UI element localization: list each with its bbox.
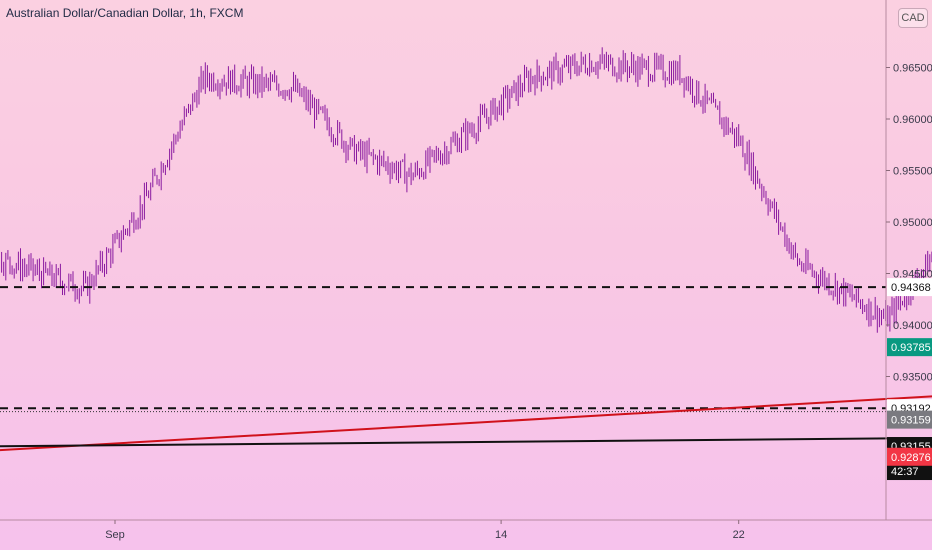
price-tick-label: 0.93500 xyxy=(893,372,932,384)
tag-low-text: 0.92876 xyxy=(891,452,931,464)
tag-target-bg xyxy=(887,338,932,357)
price-tick-label: 0.96000 xyxy=(893,114,932,126)
tag-current-bg xyxy=(887,410,932,429)
currency-button[interactable]: CAD xyxy=(898,8,928,28)
trendlines xyxy=(0,395,932,452)
price-tick-label: 0.95000 xyxy=(893,217,932,229)
tag-target: 0.93785 xyxy=(887,338,932,357)
price-tags: 0.943680.937850.931920.931590.9315542:37… xyxy=(887,278,932,481)
red-trendline xyxy=(0,395,932,452)
price-tick-label: 0.95500 xyxy=(893,166,932,178)
candle-series xyxy=(1,47,932,333)
price-tick-label: 0.96500 xyxy=(893,63,932,75)
tag-low-bg xyxy=(887,447,932,466)
tag-countdown-text: 42:37 xyxy=(891,466,919,478)
tag-level-upper: 0.94368 xyxy=(887,278,932,297)
chart-title: Australian Dollar/Canadian Dollar, 1h, F… xyxy=(6,6,244,20)
tag-level-upper-bg xyxy=(887,278,932,297)
time-tick-label: 22 xyxy=(733,529,745,541)
time-tick-label: 14 xyxy=(495,529,507,541)
black-trendline xyxy=(0,436,932,448)
tag-countdown-bg xyxy=(887,462,932,481)
tag-current-text: 0.93159 xyxy=(891,415,931,427)
time-axis[interactable]: Sep1422Oct1220Nov16Dec xyxy=(105,520,932,541)
price-axis[interactable]: 0.96500 0.96000 0.95500 0.95000 0.94500 0.940… xyxy=(886,63,932,384)
price-tick-label: 0.94500 xyxy=(893,269,932,281)
tag-level-upper-text: 0.94368 xyxy=(891,282,931,294)
tag-low: 0.92876 xyxy=(887,447,932,466)
tag-countdown: 42:37 xyxy=(887,462,932,481)
tag-current: 0.93159 xyxy=(887,410,932,429)
horizontal-levels xyxy=(0,286,886,413)
price-tick-label: 0.94000 xyxy=(893,320,932,332)
time-tick-label: Sep xyxy=(105,529,125,541)
tag-target-text: 0.93785 xyxy=(891,342,931,354)
